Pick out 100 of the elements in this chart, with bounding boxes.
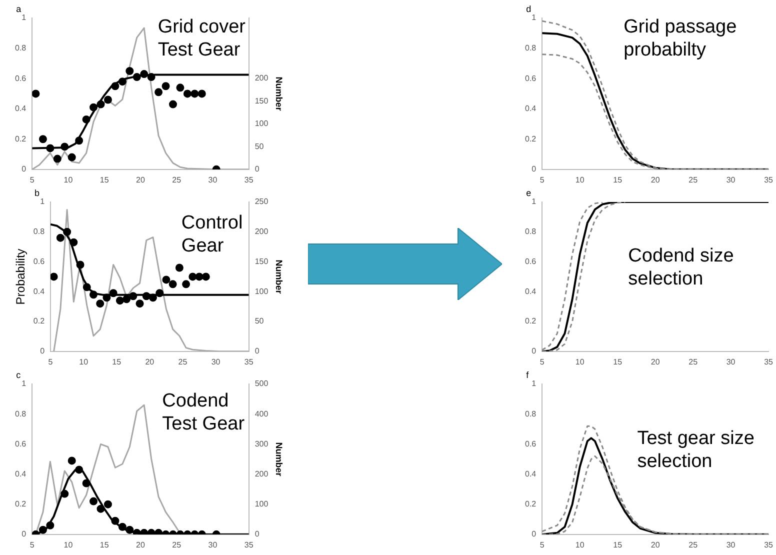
text: f: [526, 370, 530, 380]
x-tick-label: 10: [575, 540, 585, 550]
x-tick-label: 5: [540, 175, 545, 184]
y-tick-label: 0: [22, 164, 27, 174]
x-tick-label: 30: [208, 175, 218, 184]
y-tick-label: 0.8: [14, 409, 27, 418]
y2-axis-title: Number: [274, 260, 284, 294]
x-tick-label: 20: [650, 540, 660, 550]
text: Test gear size selection: [637, 428, 754, 472]
y-tick-label: 0.4: [524, 469, 537, 478]
y-tick-label: 1: [40, 197, 46, 206]
x-tick-label: 30: [208, 540, 218, 550]
y-tick-label: 0.6: [14, 439, 27, 448]
x-tick-label: 5: [540, 357, 545, 366]
y2-tick-label: 200: [254, 227, 269, 236]
y-tick-label: 0.8: [524, 409, 537, 418]
x-tick-label: 30: [726, 175, 736, 184]
y2-tick-label: 150: [254, 96, 269, 106]
x-tick-label: 20: [136, 540, 146, 550]
x-tick-label: 20: [145, 357, 155, 366]
y-tick-label: 0.2: [524, 316, 537, 326]
y2-tick-label: 500: [254, 379, 269, 388]
x-tick-label: 35: [764, 540, 774, 550]
x-tick-label: 25: [172, 175, 182, 184]
y2-tick-label: 300: [254, 439, 269, 448]
y2-tick-label: 0: [254, 164, 260, 174]
x-tick-label: 35: [244, 175, 254, 184]
text: e: [526, 188, 532, 198]
x-tick-label: 10: [575, 357, 585, 366]
x-tick-label: 25: [688, 175, 698, 184]
y-tick-label: 0.8: [14, 43, 27, 52]
y-tick-label: 0.2: [14, 134, 27, 144]
y-tick-label: 0.4: [14, 104, 27, 114]
x-tick-label: 20: [650, 175, 660, 184]
x-tick-label: 5: [30, 540, 35, 550]
y-tick-label: 0.2: [33, 316, 46, 326]
x-tick-label: 35: [764, 357, 774, 366]
x-tick-label: 15: [613, 357, 623, 366]
y-tick-label: 0.6: [33, 256, 46, 266]
x-tick-label: 20: [650, 357, 660, 366]
y2-tick-label: 100: [254, 500, 269, 509]
text: b: [34, 188, 40, 198]
x-tick-label: 5: [48, 357, 54, 366]
text: a: [16, 4, 22, 14]
x-tick-label: 15: [100, 175, 110, 184]
text: Grid cover Test Gear: [158, 16, 246, 61]
y-tick-label: 0.6: [524, 439, 537, 448]
y2-tick-label: 200: [254, 469, 269, 478]
y2-tick-label: 50: [254, 142, 264, 151]
x-tick-label: 35: [244, 357, 254, 366]
x-tick-label: 10: [64, 540, 74, 550]
y-tick-label: 0.8: [33, 227, 46, 236]
x-tick-label: 15: [100, 540, 110, 550]
x-tick-label: 25: [178, 357, 188, 366]
x-tick-label: 30: [726, 357, 736, 366]
x-tick-label: 35: [244, 540, 254, 550]
text: Grid passage probabilty: [624, 16, 737, 61]
x-tick-label: 10: [575, 175, 585, 184]
x-tick-label: 35: [764, 175, 774, 184]
y2-tick-label: 50: [254, 316, 264, 326]
x-tick-label: 5: [540, 540, 545, 550]
x-tick-label: 25: [172, 540, 182, 550]
y-tick-label: 0.2: [524, 134, 537, 144]
y-tick-label: 0.4: [33, 286, 46, 296]
y2-tick-label: 0: [254, 346, 260, 356]
text: c: [16, 370, 22, 380]
y-tick-label: 0: [40, 346, 46, 356]
y-tick-label: 0.4: [14, 469, 27, 478]
x-tick-label: 15: [613, 540, 623, 550]
y2-axis-title: Number: [274, 442, 284, 477]
y2-tick-label: 250: [254, 197, 269, 206]
y2-tick-label: 0: [254, 530, 260, 539]
y-tick-label: 1: [532, 197, 537, 206]
y-tick-label: 0: [532, 164, 537, 174]
y-tick-label: 0.2: [524, 500, 537, 509]
y-tick-label: 0.6: [524, 256, 537, 266]
y2-tick-label: 100: [254, 286, 269, 296]
y-tick-label: 1: [532, 13, 537, 22]
y-tick-label: 0.8: [524, 43, 537, 52]
y2-tick-label: 400: [254, 409, 269, 418]
x-tick-label: 10: [64, 175, 74, 184]
y-tick-label: 0: [22, 530, 27, 539]
x-tick-label: 25: [688, 540, 698, 550]
y-tick-label: 1: [22, 13, 27, 22]
text: Codend Test Gear: [162, 390, 246, 434]
x-tick-label: 20: [136, 175, 146, 184]
x-tick-label: 15: [613, 175, 623, 184]
y-tick-label: 0: [532, 346, 537, 356]
y-tick-label: 0.6: [14, 74, 27, 83]
text: Codend size selection: [628, 246, 734, 290]
y-tick-label: 1: [22, 379, 27, 388]
y-axis-title: Probability: [14, 248, 28, 305]
y-tick-label: 0.8: [524, 227, 537, 236]
text: Control Gear: [181, 212, 243, 257]
y-tick-label: 0.2: [14, 500, 27, 509]
y-tick-label: 0.4: [524, 286, 537, 296]
y-tick-label: 0.6: [524, 74, 537, 83]
y-tick-label: 0: [532, 530, 537, 539]
y2-tick-label: 100: [254, 119, 269, 128]
text: d: [526, 4, 532, 14]
